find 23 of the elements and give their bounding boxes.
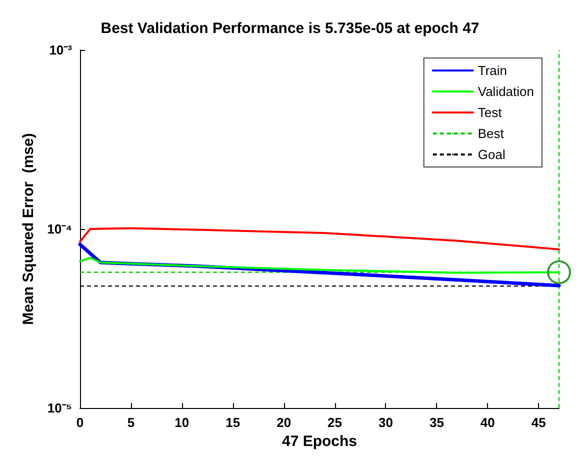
legend-label: Best bbox=[478, 126, 504, 141]
legend-label: Test bbox=[478, 105, 502, 120]
legend-label: Goal bbox=[478, 147, 506, 162]
y-axis-title: Mean Squared Error (mse) bbox=[20, 133, 38, 325]
x-tick-label: 35 bbox=[429, 415, 444, 430]
x-tick-label: 20 bbox=[276, 415, 292, 430]
y-tick-label: 10⁻³ bbox=[49, 42, 73, 58]
line-series bbox=[79, 227, 560, 250]
x-tick-label: 0 bbox=[76, 415, 84, 430]
x-tick-label: 5 bbox=[127, 415, 135, 430]
line-series bbox=[79, 256, 560, 274]
y-tick-label: 10⁻⁵ bbox=[47, 400, 72, 416]
legend-label: Validation bbox=[478, 84, 534, 99]
chart-title: Best Validation Performance is 5.735e-05 at epoch 47 bbox=[100, 20, 480, 37]
x-tick-label: 15 bbox=[226, 415, 240, 430]
x-tick-label: 25 bbox=[328, 415, 342, 430]
y-tick-label: 10⁻⁴ bbox=[47, 222, 72, 236]
x-tick-label: 45 bbox=[531, 415, 546, 430]
x-tick-label: 30 bbox=[378, 415, 393, 430]
x-axis-title: 47 Epochs bbox=[282, 433, 358, 450]
x-tick-label: 40 bbox=[480, 415, 495, 430]
legend-label: Train bbox=[478, 63, 508, 78]
x-tick-label: 10 bbox=[174, 415, 190, 430]
